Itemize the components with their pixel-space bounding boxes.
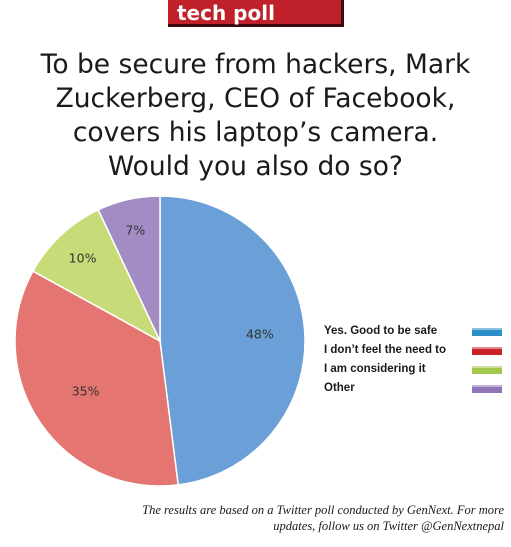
tech-poll-tag: tech poll xyxy=(168,0,344,27)
legend-swatch xyxy=(472,366,502,374)
footnote: The results are based on a Twitter poll … xyxy=(64,502,504,534)
slice-label: 35% xyxy=(72,384,100,399)
pie-slice xyxy=(159,195,306,486)
tech-poll-tag-label: tech poll xyxy=(177,1,275,25)
poll-question-line: To be secure from hackers, Mark xyxy=(40,49,471,80)
legend-item: Yes. Good to be safe xyxy=(324,323,504,342)
poll-question-line: covers his laptop’s camera. xyxy=(72,117,439,148)
legend-label: Yes. Good to be safe xyxy=(324,325,438,337)
legend-label: I don’t feel the need to xyxy=(324,344,447,356)
legend-label: I am considering it xyxy=(324,363,426,375)
pie-slice xyxy=(14,270,180,487)
legend-swatch xyxy=(472,385,502,393)
legend-item: Other xyxy=(324,380,504,399)
slice-label: 10% xyxy=(69,251,97,266)
chart-legend: Yes. Good to be safe I don’t feel the ne… xyxy=(324,323,504,399)
footnote-line: updates, follow us on Twitter @GenNextne… xyxy=(273,519,504,533)
poll-pie-chart: 48% 35% 10% 7% xyxy=(14,195,306,487)
poll-question: To be secure from hackers, Mark Zuckerbe… xyxy=(10,48,501,184)
pie-slice xyxy=(31,208,162,343)
slice-label: 7% xyxy=(125,223,145,238)
pie-slice xyxy=(97,195,161,342)
legend-item: I am considering it xyxy=(324,361,504,380)
footnote-line: The results are based on a Twitter poll … xyxy=(142,503,504,517)
legend-swatch xyxy=(472,328,502,336)
legend-item: I don’t feel the need to xyxy=(324,342,504,361)
legend-label: Other xyxy=(324,382,355,394)
legend-swatch xyxy=(472,347,502,355)
slice-label: 48% xyxy=(246,327,274,342)
poll-question-line: Would you also do so? xyxy=(108,151,403,182)
poll-question-line: Zuckerberg, CEO of Facebook, xyxy=(55,83,456,114)
